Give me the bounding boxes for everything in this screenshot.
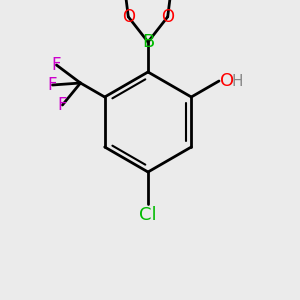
Text: F: F (52, 56, 61, 74)
Text: H: H (231, 74, 242, 88)
Text: O: O (220, 72, 234, 90)
Text: O: O (122, 8, 135, 26)
Text: F: F (58, 96, 67, 114)
Text: B: B (142, 33, 154, 51)
Text: F: F (48, 76, 57, 94)
Text: Cl: Cl (139, 206, 157, 224)
Text: O: O (161, 8, 174, 26)
